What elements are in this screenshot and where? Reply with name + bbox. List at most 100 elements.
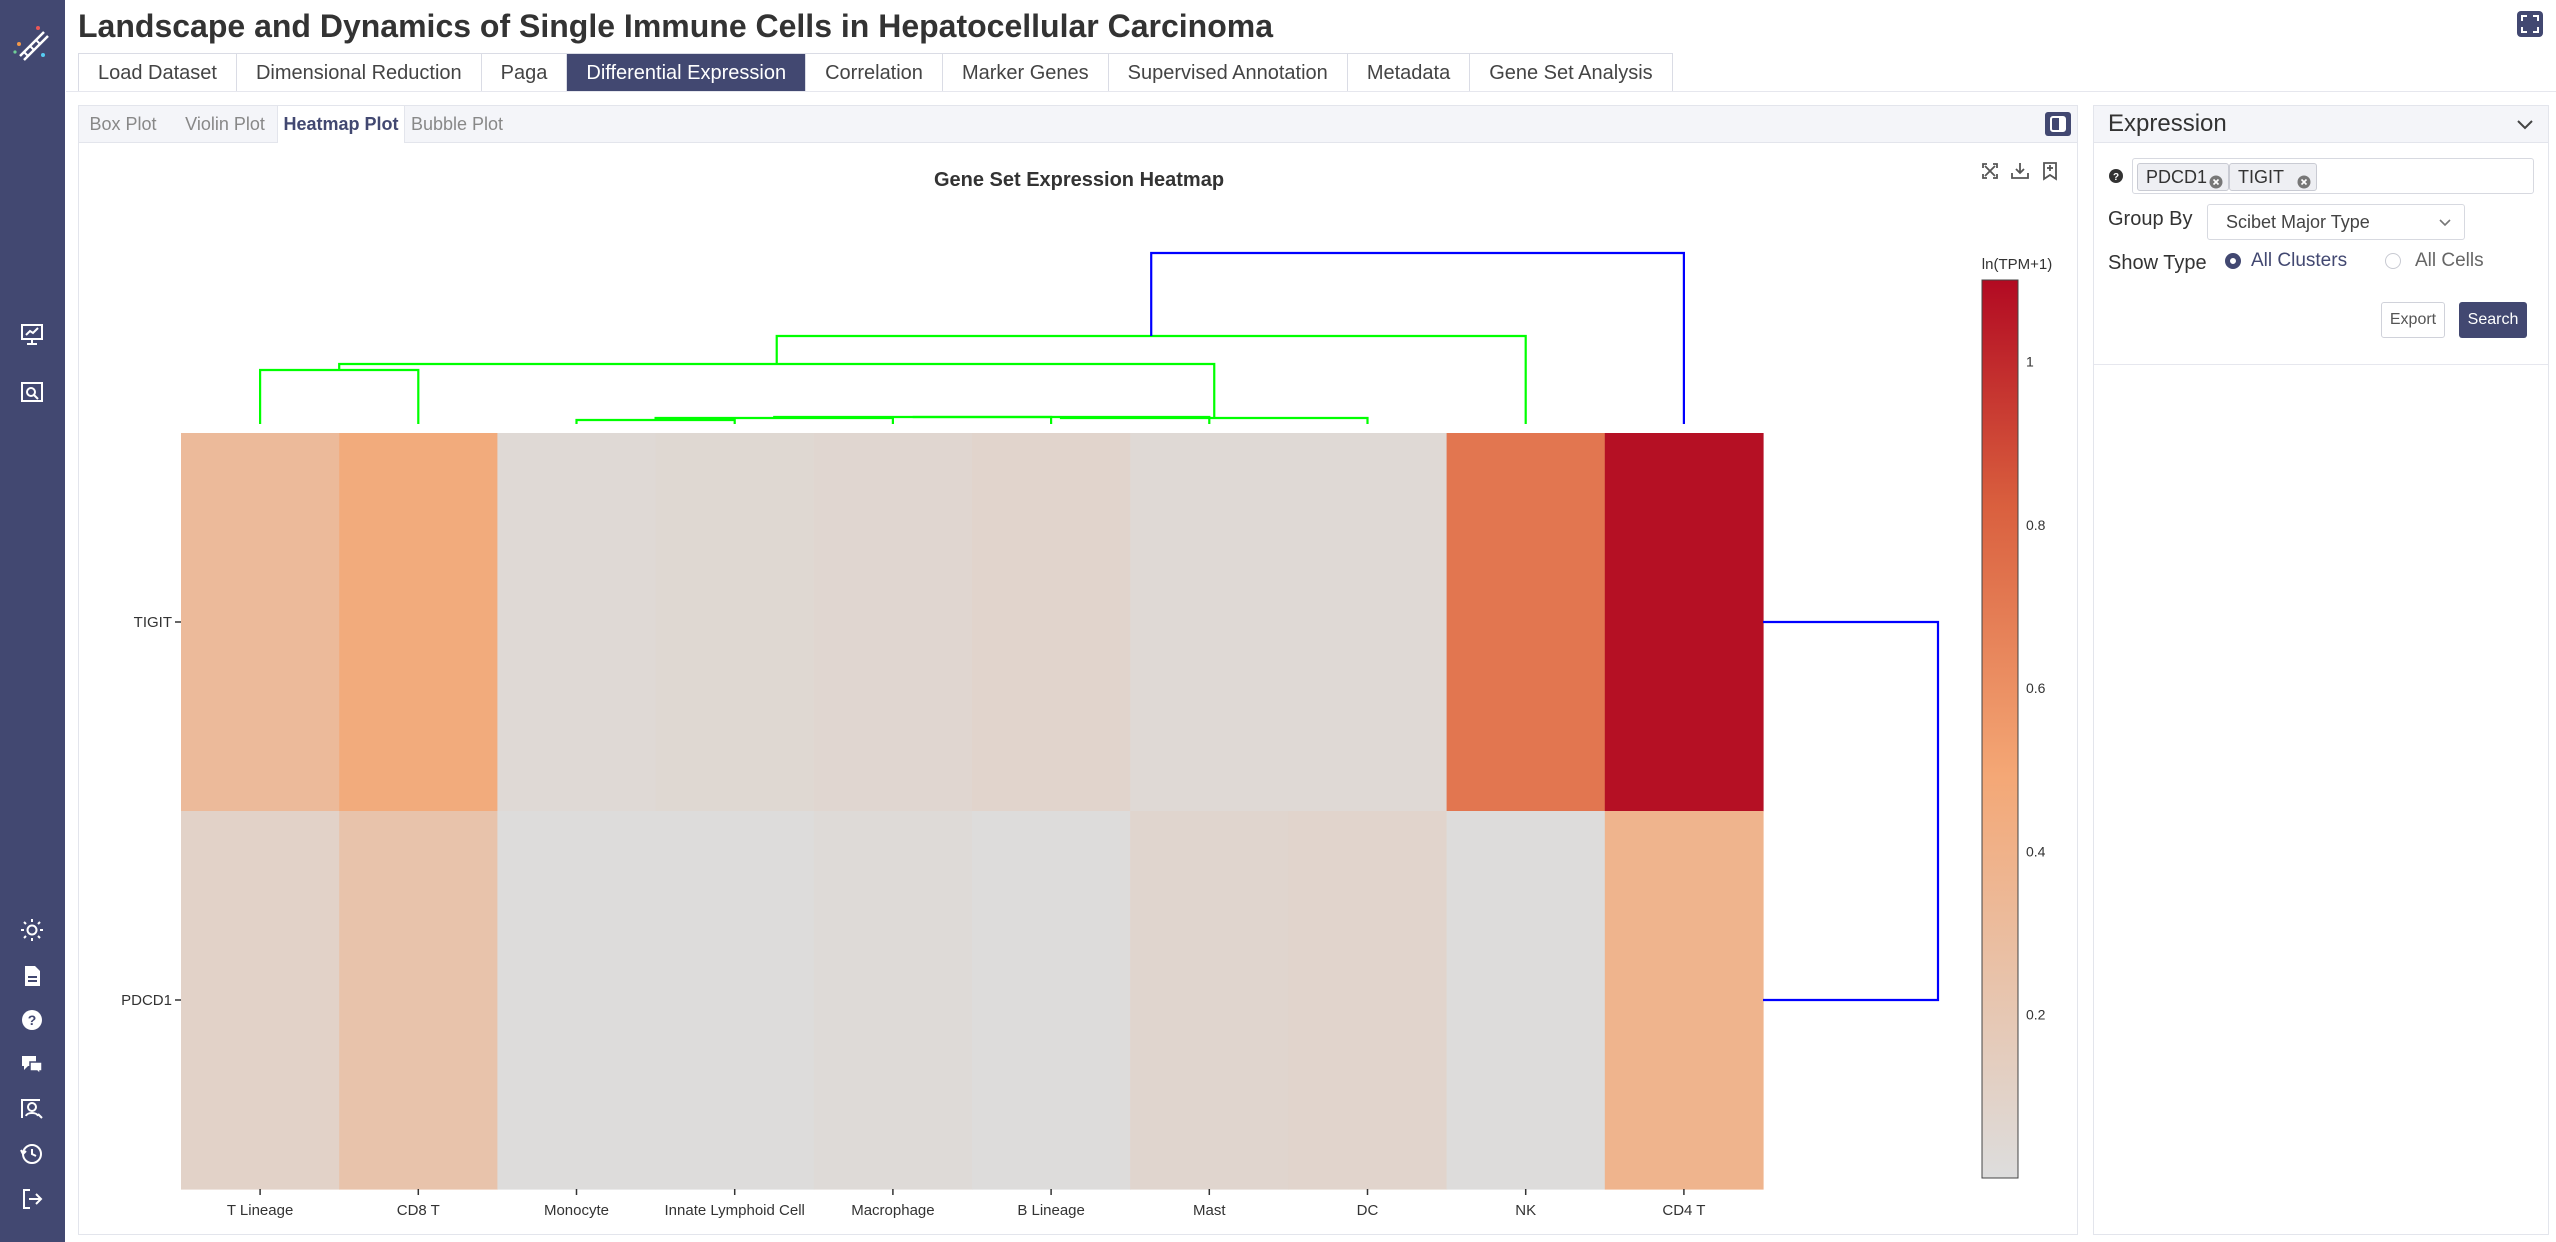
x-tick-label: CD4 T: [1662, 1202, 1705, 1219]
group-by-select[interactable]: Scibet Major Type: [2207, 204, 2465, 240]
panel-divider: [2094, 364, 2548, 365]
sidebar: ?: [0, 0, 65, 1242]
tab-correlation[interactable]: Correlation: [806, 54, 943, 92]
colorbar-title: ln(TPM+1): [1982, 256, 2052, 273]
tab-bubble-plot[interactable]: Bubble Plot: [410, 114, 504, 134]
document-icon[interactable]: [18, 962, 46, 990]
x-tick-label: Mast: [1193, 1202, 1226, 1219]
panel-toggle-button[interactable]: [2045, 112, 2071, 136]
heatmap-cell: [339, 433, 498, 812]
plot-type-tabs: Box Plot Violin Plot Heatmap Plot Bubble…: [79, 106, 2077, 143]
expression-panel-header: Expression: [2094, 106, 2548, 143]
tab-heatmap-plot[interactable]: Heatmap Plot: [277, 106, 405, 143]
heatmap-chart: Gene Set Expression Heatmap T Lineage CD8…: [121, 169, 2052, 1219]
question-circle-icon[interactable]: ?: [2108, 168, 2124, 184]
colorbar-tick-label: 0.2: [2026, 1007, 2046, 1023]
heatmap-cell: [1288, 811, 1448, 1190]
gene-tag-label: TIGIT: [2238, 167, 2284, 187]
app-logo-icon[interactable]: [10, 22, 54, 66]
colorbar: [1981, 279, 2019, 1179]
gene-dendrogram-link: [1763, 620, 1940, 1002]
history-icon[interactable]: [18, 1140, 46, 1168]
tab-differential-expression[interactable]: Differential Expression: [567, 54, 807, 92]
logout-icon[interactable]: [18, 1185, 46, 1213]
group-by-label: Group By: [2108, 208, 2193, 230]
heatmap-cell: [497, 811, 657, 1190]
tab-load-dataset[interactable]: Load Dataset: [79, 54, 237, 92]
tab-box-plot[interactable]: Box Plot: [89, 114, 157, 134]
radio-all-cells[interactable]: [2385, 253, 2401, 269]
dendrogram-link: [575, 418, 736, 424]
radio-all-clusters-label[interactable]: All Clusters: [2251, 250, 2348, 271]
expression-panel: Expression ? PDCD1 TIGIT Group By Scibet…: [2093, 105, 2549, 1235]
tab-gene-set-analysis[interactable]: Gene Set Analysis: [1470, 54, 1672, 92]
x-tick-label: Macrophage: [851, 1202, 934, 1219]
svg-text:?: ?: [2113, 172, 2119, 183]
remove-tag-icon[interactable]: [2209, 170, 2223, 189]
x-tick-label: Monocyte: [544, 1202, 609, 1219]
heatmap-cell: [181, 811, 340, 1190]
heatmap-cell: [1604, 811, 1764, 1190]
heatmap-cell: [1446, 433, 1606, 812]
x-tick-label: B Lineage: [1017, 1202, 1085, 1219]
x-tick-label: T Lineage: [227, 1202, 293, 1219]
y-tick-label: TIGIT: [134, 614, 172, 631]
sun-icon[interactable]: [18, 916, 46, 944]
tab-marker-genes[interactable]: Marker Genes: [942, 54, 1109, 92]
chevron-down-icon: [2438, 215, 2452, 229]
tab-divider: [66, 91, 2556, 92]
x-tick-label: Innate Lymphoid Cell: [665, 1202, 805, 1219]
tab-supervised-annotation[interactable]: Supervised Annotation: [1108, 54, 1348, 92]
user-search-icon[interactable]: [18, 1094, 46, 1122]
x-tick-label: DC: [1357, 1202, 1379, 1219]
gene-tag: PDCD1: [2137, 163, 2229, 191]
heatmap-cell: [813, 811, 973, 1190]
group-by-value: Scibet Major Type: [2226, 212, 2370, 232]
tab-dimensional-reduction[interactable]: Dimensional Reduction: [236, 54, 482, 92]
page-title: Landscape and Dynamics of Single Immune …: [78, 8, 1273, 44]
chevron-down-icon[interactable]: [2514, 114, 2536, 136]
chart-title: Gene Set Expression Heatmap: [934, 169, 1224, 191]
dendrogram-link: [338, 362, 1216, 418]
dendrogram-link: [1150, 251, 1686, 424]
remove-tag-icon[interactable]: [2297, 170, 2311, 189]
colorbar-tick-label: 0.6: [2026, 680, 2046, 696]
heatmap-cell: [1604, 433, 1764, 812]
main-tab-bar: Load Dataset Dimensional Reduction Paga …: [78, 53, 1673, 92]
search-document-icon[interactable]: [18, 378, 46, 406]
heatmap-cell: [1288, 433, 1448, 812]
radio-all-cells-label[interactable]: All Cells: [2415, 250, 2484, 271]
help-icon[interactable]: ?: [18, 1006, 46, 1034]
show-type-label: Show Type: [2108, 252, 2207, 274]
chat-icon[interactable]: [18, 1050, 46, 1078]
heatmap-cell: [1130, 433, 1289, 812]
dendrogram-link: [775, 334, 1527, 424]
export-button[interactable]: Export: [2381, 302, 2445, 338]
heatmap-cell: [972, 433, 1131, 812]
autoscale-icon[interactable]: [1977, 158, 2003, 184]
heatmap-cell: [1130, 811, 1289, 1190]
fullscreen-icon[interactable]: [2516, 10, 2544, 38]
bookmark-icon[interactable]: [2037, 158, 2063, 184]
colorbar-tick-label: 0.8: [2026, 517, 2046, 533]
gene-tag-label: PDCD1: [2146, 167, 2208, 187]
download-icon[interactable]: [2007, 158, 2033, 184]
gene-select-input[interactable]: PDCD1 TIGIT: [2132, 158, 2534, 194]
radio-all-clusters[interactable]: [2225, 253, 2241, 269]
plot-panel: Box Plot Violin Plot Heatmap Plot Bubble…: [78, 105, 2078, 1235]
dendrogram-link: [1059, 416, 1369, 424]
x-tick-label: NK: [1515, 1202, 1536, 1219]
heatmap-cell: [655, 433, 815, 812]
heatmap-cell: [339, 811, 498, 1190]
search-button[interactable]: Search: [2459, 302, 2527, 338]
x-tick-label: CD8 T: [397, 1202, 440, 1219]
gene-tag: TIGIT: [2229, 163, 2317, 191]
tab-paga[interactable]: Paga: [481, 54, 568, 92]
tab-metadata[interactable]: Metadata: [1347, 54, 1471, 92]
heatmap-cell: [497, 433, 657, 812]
dendrogram-link: [259, 368, 420, 424]
presentation-chart-icon[interactable]: [18, 320, 46, 348]
colorbar-tick-label: 1: [2026, 354, 2034, 370]
heatmap-cell: [813, 433, 973, 812]
tab-violin-plot[interactable]: Violin Plot: [185, 114, 265, 134]
